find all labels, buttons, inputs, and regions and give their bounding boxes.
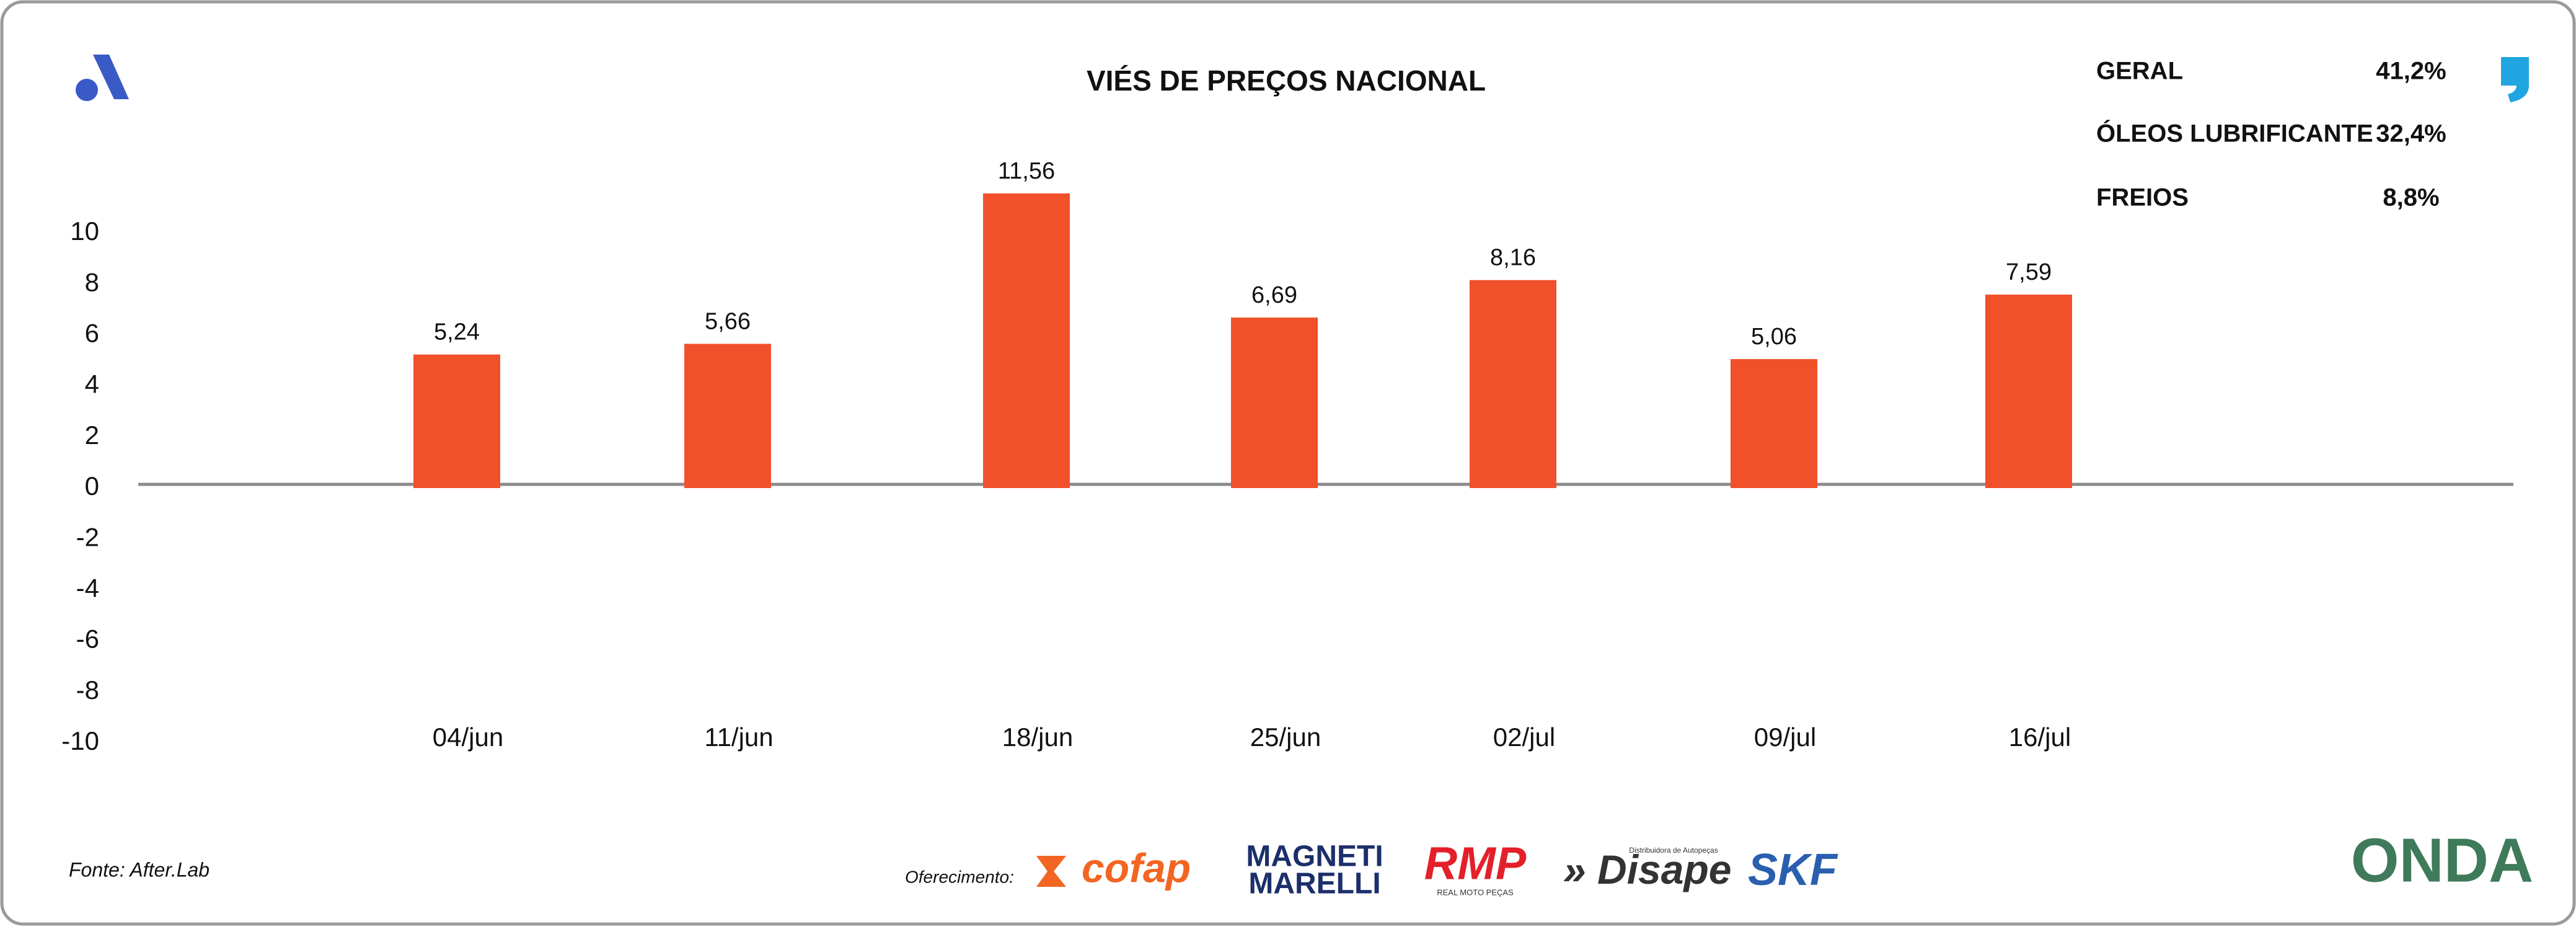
sponsor-name: MARELLI <box>1248 868 1380 900</box>
bar <box>1985 295 2072 488</box>
quote-icon <box>2501 57 2529 102</box>
value-label: 8,16 <box>1490 245 1536 271</box>
x-tick-label: 02/jul <box>1493 722 1555 752</box>
chart-title: VIÉS DE PREÇOS NACIONAL <box>1087 64 1486 97</box>
summary-label: ÓLEOS LUBRIFICANTE <box>2096 119 2373 148</box>
y-tick-label: -10 <box>61 726 99 755</box>
y-tick-label: -2 <box>76 522 99 551</box>
summary-label: GERAL <box>2096 58 2183 85</box>
bar <box>684 344 771 488</box>
y-tick-label: -6 <box>76 625 99 654</box>
summary-label: FREIOS <box>2096 184 2189 211</box>
x-tick-label: 16/jul <box>2009 722 2071 752</box>
sponsor-name: cofap <box>1082 845 1191 891</box>
x-tick-label: 04/jun <box>433 722 503 752</box>
y-tick-label: 0 <box>85 471 99 500</box>
x-tick-label: 18/jun <box>1002 722 1073 752</box>
sponsor-cofap: cofap <box>1036 845 1191 891</box>
sponsor-magneti-marelli: MAGNETI MARELLI <box>1246 840 1383 900</box>
sponsor-rmp: RMP REAL MOTO PEÇAS <box>1424 838 1527 897</box>
summary-table: GERAL 41,2% ÓLEOS LUBRIFICANTE 32,4% FREIOS 8… <box>2096 58 2446 211</box>
value-label: 5,24 <box>434 319 480 345</box>
x-tick-label: 25/jun <box>1250 722 1321 752</box>
bar <box>983 193 1070 488</box>
y-tick-label: 2 <box>85 420 99 450</box>
x-tick-label: 09/jul <box>1754 722 1816 752</box>
brand-logo <box>76 55 129 101</box>
sponsor-name: RMP <box>1424 838 1527 889</box>
y-tick-label: 8 <box>85 267 99 296</box>
onda-logo: ONDA <box>2351 825 2533 895</box>
bar <box>1231 318 1318 488</box>
y-tick-label: -8 <box>76 675 99 705</box>
y-tick-label: 10 <box>70 216 99 246</box>
value-label: 6,69 <box>1251 282 1297 308</box>
summary-value: 32,4% <box>2376 120 2446 148</box>
source-note: Fonte: After.Lab <box>69 858 210 881</box>
bar <box>1470 280 1556 488</box>
summary-value: 8,8% <box>2383 184 2439 211</box>
y-tick-label: 4 <box>85 370 99 399</box>
sponsor-name: Disape <box>1597 847 1731 892</box>
summary-value: 41,2% <box>2376 58 2446 85</box>
plot-area: -10 -8 -6 -4 -2 0 2 4 6 8 10 5,24 04/jun 5,66 11/jun 11… <box>61 158 2072 755</box>
y-tick-label: -4 <box>76 573 99 602</box>
y-tick-label: 6 <box>85 318 99 347</box>
sponsor-name: MAGNETI <box>1246 840 1383 873</box>
value-label: 7,59 <box>2006 259 2052 285</box>
sponsor-tagline: Distribuidora de Autopeças <box>1629 846 1718 855</box>
sponsor-disape: » Disape Distribuidora de Autopeças <box>1563 846 1731 892</box>
x-tick-label: 11/jun <box>704 722 773 752</box>
bar <box>413 354 500 488</box>
bar <box>1731 359 1817 488</box>
sponsor-label: Oferecimento: <box>905 867 1014 886</box>
sponsor-name: » Disape <box>1563 847 1731 892</box>
sponsor-tagline: REAL MOTO PEÇAS <box>1437 887 1514 897</box>
value-label: 5,66 <box>705 308 751 334</box>
sponsor-skf: SKF <box>1748 845 1838 895</box>
value-label: 5,06 <box>1751 324 1797 350</box>
value-label: 11,56 <box>998 158 1055 184</box>
